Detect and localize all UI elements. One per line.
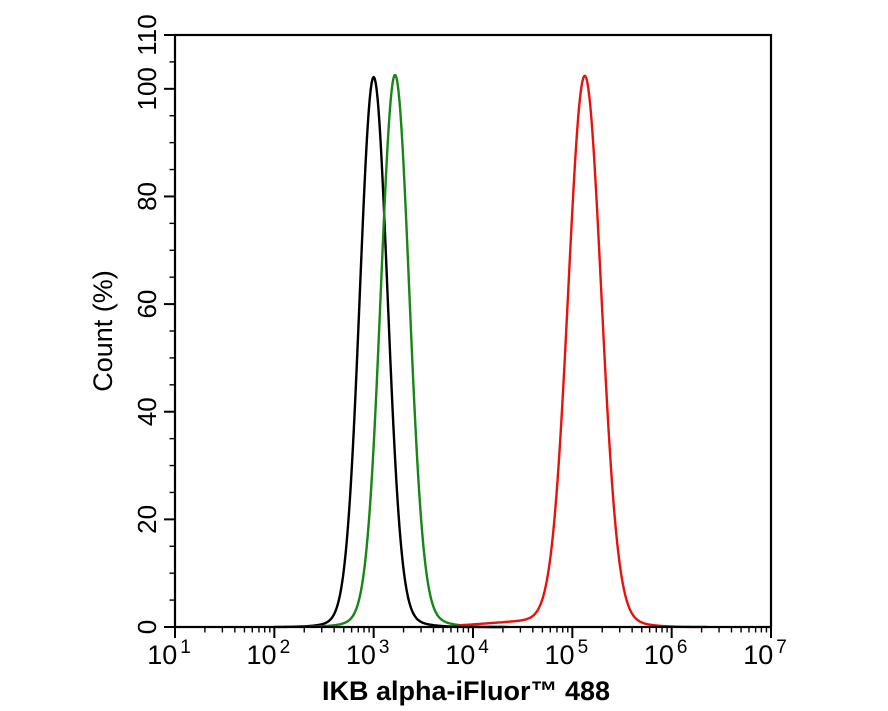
x-tick-exponent: 7 [776,637,787,658]
x-tick-label: 10 2 [247,637,291,670]
x-axis-tick-labels: 10 1 10 2 10 3 10 4 10 5 10 6 10 7 [147,637,787,670]
y-axis-tick-labels: 0 20 40 60 80 100 110 [132,14,162,634]
x-tick-exponent: 5 [578,637,589,658]
black-curve [273,75,504,629]
red-curve [456,74,708,629]
x-tick-label: 10 6 [644,637,688,670]
y-axis-title: Count (%) [88,270,118,392]
x-tick-label: 10 1 [147,637,191,670]
x-tick-exponent: 3 [379,637,390,658]
x-tick-exponent: 2 [280,637,291,658]
y-tick-label: 60 [132,290,162,319]
x-tick-exponent: 6 [677,637,688,658]
plot-frame [173,33,773,629]
x-tick-label: 10 4 [445,637,489,670]
y-tick-label: 80 [132,182,162,211]
y-tick-label: 110 [132,14,162,55]
y-tick-label: 20 [132,505,162,534]
x-axis-title: IKB alpha-iFluor™ 488 [322,676,610,706]
y-tick-label: 40 [132,397,162,426]
plot-border [173,33,773,629]
x-axis-ticks [174,627,772,638]
x-tick-label: 10 5 [545,637,589,670]
green-curve [302,73,509,629]
x-tick-label: 10 7 [743,637,787,670]
histogram-curves [273,73,708,629]
y-axis-ticks [164,34,175,628]
y-tick-label: 100 [132,67,162,110]
y-tick-label: 0 [132,620,162,634]
x-tick-label: 10 3 [346,637,390,670]
x-tick-exponent: 1 [180,637,191,658]
x-tick-exponent: 4 [478,637,489,658]
